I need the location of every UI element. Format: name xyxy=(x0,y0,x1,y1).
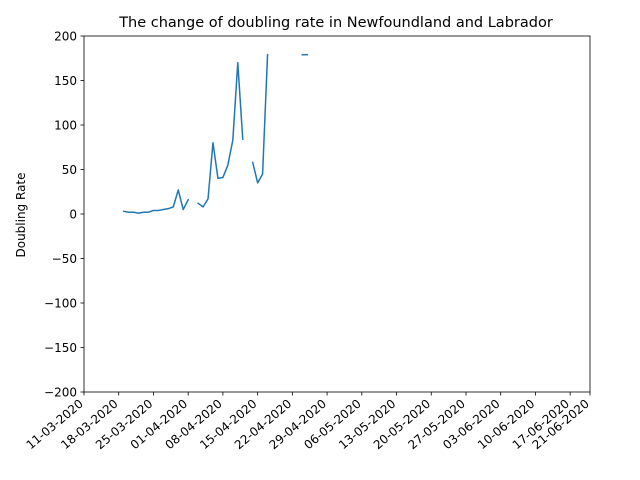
y-tick-label: 50 xyxy=(62,163,77,177)
y-tick-label: 200 xyxy=(54,29,77,43)
chart-title: The change of doubling rate in Newfoundl… xyxy=(118,15,553,31)
axes-layer: −200−150−100−5005010015020011-03-202018-… xyxy=(23,29,591,452)
y-tick-label: −100 xyxy=(44,296,77,310)
y-tick-label: 0 xyxy=(69,207,77,221)
y-axis-label: Doubling Rate xyxy=(14,172,28,257)
series-layer xyxy=(122,53,308,214)
y-tick-label: 150 xyxy=(54,74,77,88)
series-line-segment-0-2 xyxy=(251,53,269,184)
series-line-segment-0-0 xyxy=(122,189,190,214)
plot-frame xyxy=(83,35,591,393)
y-tick-label: −200 xyxy=(44,385,77,399)
y-tick-label: 100 xyxy=(54,118,77,132)
y-tick-label: −150 xyxy=(44,341,77,355)
y-tick-label: −50 xyxy=(52,252,77,266)
series-line-segment-0-1 xyxy=(197,61,244,208)
